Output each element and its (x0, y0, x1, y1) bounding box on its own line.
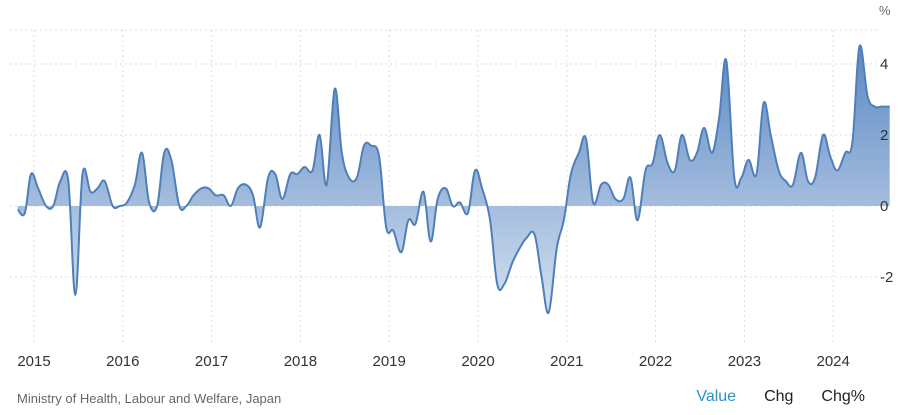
x-tick-label: 2016 (106, 353, 139, 370)
x-tick-label: 2020 (461, 353, 494, 370)
view-tabs: Value Chg Chg% (696, 388, 865, 406)
source-credit: Ministry of Health, Labour and Welfare, … (17, 391, 282, 406)
x-tick-label: 2015 (17, 353, 50, 370)
axes: 4 2 0 -2 2015 2016 2017 2018 2019 2020 2021 2022 202… (17, 56, 893, 370)
y-tick-label: 2 (880, 127, 888, 144)
x-tick-label: 2017 (195, 353, 228, 370)
tab-chg[interactable]: Chg (764, 388, 794, 405)
plot-area (16, 44, 890, 315)
y-unit-label: % (879, 3, 891, 18)
series-area (17, 45, 890, 314)
y-tick-label: 0 (880, 198, 888, 215)
x-tick-label: 2022 (639, 353, 672, 370)
tab-chg-percent[interactable]: Chg% (821, 388, 865, 405)
y-tick-label: -2 (880, 269, 893, 286)
series-line (16, 44, 890, 315)
x-tick-label: 2018 (284, 353, 317, 370)
x-tick-label: 2021 (550, 353, 583, 370)
tab-value[interactable]: Value (696, 388, 737, 405)
x-tick-label: 2023 (728, 353, 761, 370)
y-tick-label: 4 (880, 56, 888, 73)
x-tick-label: 2019 (373, 353, 406, 370)
x-tick-label: 2024 (817, 353, 850, 370)
